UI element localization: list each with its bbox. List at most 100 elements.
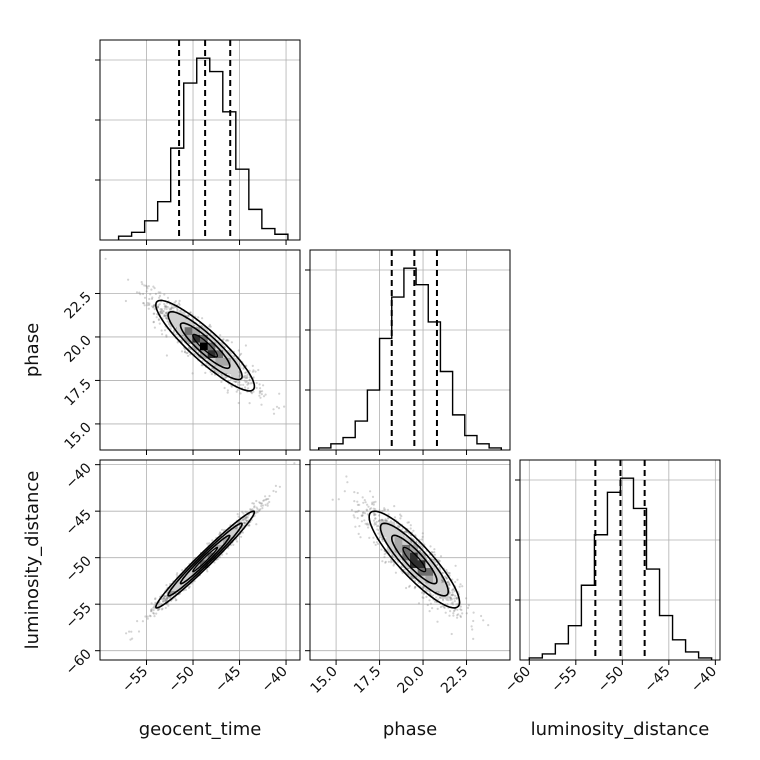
sample-point bbox=[256, 508, 259, 511]
sample-point bbox=[164, 314, 167, 317]
x-axis-label-phase: phase bbox=[383, 719, 437, 740]
sample-point bbox=[237, 515, 240, 518]
sample-point bbox=[169, 591, 173, 594]
sample-point bbox=[147, 307, 150, 310]
sample-point bbox=[163, 293, 166, 296]
sample-point bbox=[242, 383, 245, 386]
sample-point bbox=[387, 560, 390, 563]
sample-point bbox=[153, 326, 156, 329]
sample-point bbox=[243, 374, 247, 377]
sample-point bbox=[219, 532, 222, 535]
y-tick-label: −40 bbox=[63, 460, 95, 492]
density-cell bbox=[200, 342, 208, 351]
sample-point bbox=[153, 605, 156, 609]
sample-point bbox=[239, 383, 242, 386]
density-cell bbox=[192, 326, 201, 335]
sample-point bbox=[191, 372, 194, 375]
sample-point bbox=[241, 510, 244, 513]
sample-point bbox=[129, 638, 132, 641]
sample-point bbox=[180, 350, 184, 353]
sample-point bbox=[374, 543, 377, 547]
sample-point bbox=[372, 541, 376, 544]
sample-point bbox=[131, 637, 134, 640]
sample-point bbox=[169, 308, 172, 311]
sample-point bbox=[245, 519, 249, 522]
sample-point bbox=[245, 517, 248, 520]
sample-point bbox=[433, 600, 437, 603]
sample-point bbox=[240, 535, 243, 538]
sample-point bbox=[155, 316, 158, 319]
sample-point bbox=[354, 525, 357, 528]
sample-point bbox=[163, 307, 166, 310]
sample-point bbox=[252, 390, 255, 393]
sample-point bbox=[461, 585, 464, 588]
sample-point bbox=[161, 598, 164, 601]
sample-point bbox=[162, 600, 165, 603]
sample-point bbox=[239, 365, 242, 368]
sample-point bbox=[162, 597, 165, 600]
sample-point bbox=[372, 503, 375, 506]
sample-point bbox=[167, 604, 170, 607]
sample-point bbox=[160, 602, 163, 606]
sample-point bbox=[192, 324, 196, 327]
sample-point bbox=[219, 334, 222, 337]
sample-point bbox=[185, 352, 188, 355]
sample-point bbox=[163, 595, 166, 598]
x-tick-label: −45 bbox=[641, 664, 673, 696]
sample-point bbox=[249, 382, 252, 385]
sample-point bbox=[247, 382, 250, 385]
sample-point bbox=[176, 307, 179, 310]
density-panel-geocent_time-luminosity_distance bbox=[99, 459, 301, 661]
sample-point bbox=[159, 310, 162, 313]
sample-point bbox=[245, 364, 248, 367]
sample-point bbox=[189, 311, 192, 314]
sample-point bbox=[436, 607, 439, 611]
sample-point bbox=[239, 392, 242, 395]
sample-point bbox=[248, 376, 251, 379]
sample-point bbox=[234, 380, 237, 383]
sample-point bbox=[272, 408, 275, 411]
sample-point bbox=[235, 527, 238, 530]
sample-point bbox=[257, 368, 260, 372]
sample-point bbox=[458, 585, 461, 588]
sample-point bbox=[184, 588, 187, 592]
sample-point bbox=[157, 306, 160, 309]
sample-point bbox=[350, 508, 353, 512]
sample-point bbox=[251, 508, 254, 511]
sample-point bbox=[248, 379, 251, 382]
sample-point bbox=[124, 299, 127, 303]
sample-point bbox=[152, 312, 155, 315]
sample-point bbox=[356, 500, 359, 503]
sample-point bbox=[149, 615, 152, 618]
sample-point bbox=[244, 381, 247, 384]
sample-point bbox=[153, 312, 156, 315]
sample-point bbox=[258, 391, 261, 395]
sample-point bbox=[164, 606, 167, 610]
sample-point bbox=[165, 584, 168, 587]
sample-point bbox=[173, 330, 176, 333]
sample-point bbox=[223, 386, 226, 390]
sample-point bbox=[467, 604, 470, 607]
sample-point bbox=[174, 597, 177, 600]
sample-point bbox=[356, 491, 359, 495]
contour-line bbox=[154, 299, 256, 392]
sample-point bbox=[261, 504, 265, 507]
sample-point bbox=[245, 371, 248, 374]
sample-point bbox=[227, 547, 230, 550]
sample-point bbox=[293, 462, 296, 465]
sample-point bbox=[160, 308, 163, 311]
sample-point bbox=[244, 371, 247, 374]
density-cell bbox=[215, 357, 224, 366]
sample-point bbox=[165, 354, 168, 357]
sample-point bbox=[444, 611, 447, 614]
sample-point bbox=[161, 607, 164, 610]
sample-point bbox=[255, 381, 258, 385]
sample-point bbox=[239, 373, 242, 376]
sample-point bbox=[452, 610, 456, 613]
sample-point bbox=[429, 602, 432, 605]
density-cell bbox=[223, 365, 232, 374]
sample-point bbox=[471, 628, 474, 631]
sample-point bbox=[352, 514, 355, 517]
y-tick-label: 20.0 bbox=[61, 332, 94, 365]
sample-point bbox=[153, 615, 156, 618]
